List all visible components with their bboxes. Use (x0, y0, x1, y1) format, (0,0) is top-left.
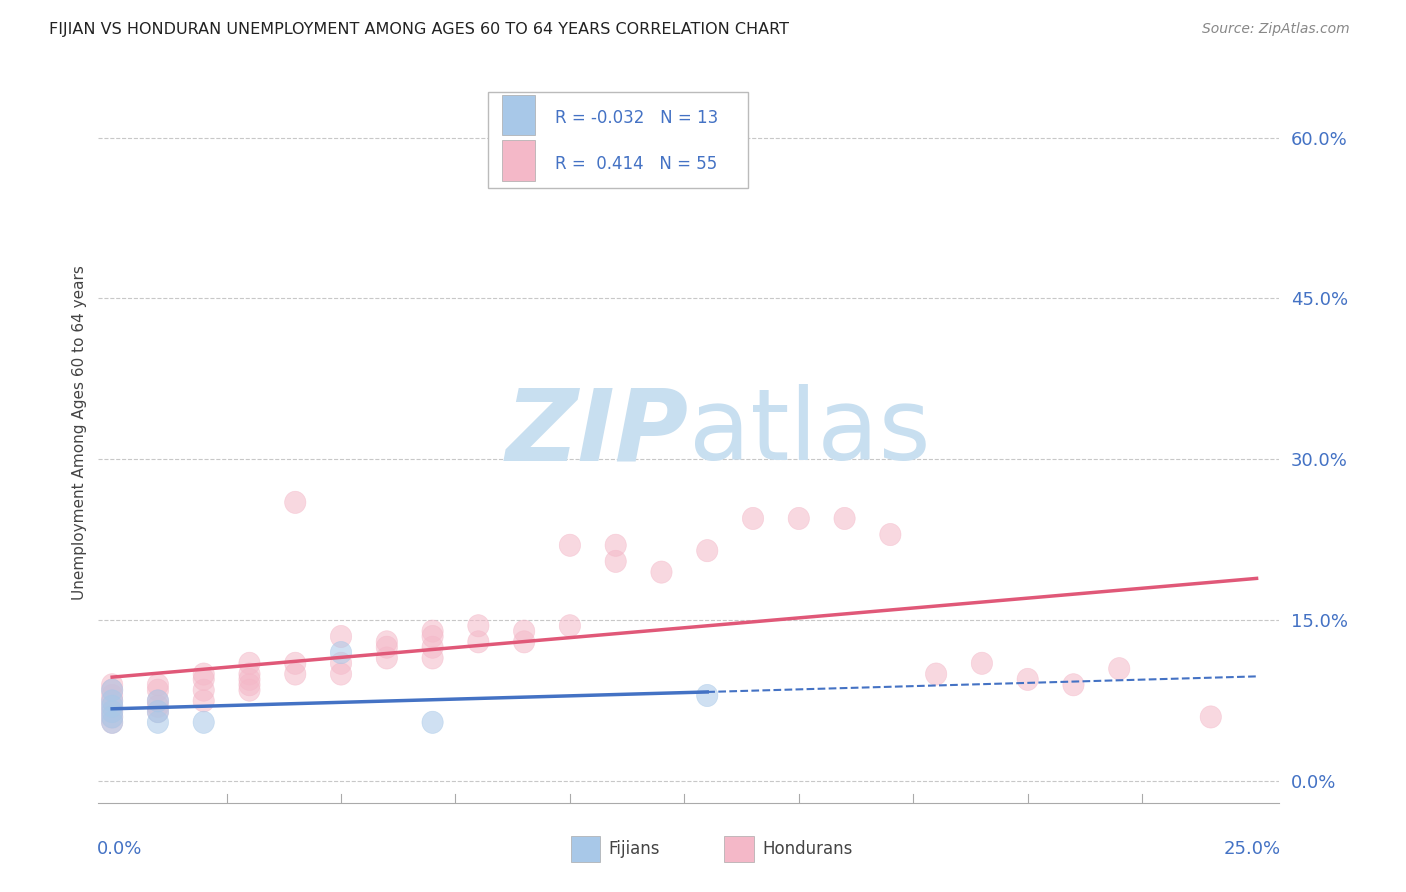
FancyBboxPatch shape (502, 140, 536, 180)
Ellipse shape (513, 631, 534, 653)
Ellipse shape (422, 647, 443, 669)
Ellipse shape (1108, 657, 1130, 680)
Ellipse shape (239, 668, 260, 690)
Ellipse shape (284, 652, 307, 674)
Ellipse shape (422, 711, 443, 733)
Ellipse shape (101, 700, 122, 723)
Ellipse shape (101, 711, 122, 733)
Ellipse shape (148, 673, 169, 696)
Ellipse shape (284, 663, 307, 685)
FancyBboxPatch shape (488, 92, 748, 188)
Ellipse shape (789, 508, 810, 530)
Ellipse shape (468, 615, 489, 637)
Ellipse shape (696, 540, 718, 562)
Ellipse shape (880, 524, 901, 546)
Ellipse shape (925, 663, 946, 685)
Ellipse shape (742, 508, 763, 530)
Ellipse shape (422, 620, 443, 642)
Text: ZIP: ZIP (506, 384, 689, 481)
Ellipse shape (468, 631, 489, 653)
Ellipse shape (651, 561, 672, 583)
Ellipse shape (330, 663, 352, 685)
Ellipse shape (101, 700, 122, 723)
Ellipse shape (330, 625, 352, 648)
Ellipse shape (1063, 673, 1084, 696)
Text: 25.0%: 25.0% (1223, 840, 1281, 858)
Ellipse shape (101, 695, 122, 717)
Ellipse shape (101, 673, 122, 696)
Ellipse shape (101, 695, 122, 717)
Ellipse shape (239, 679, 260, 701)
Ellipse shape (560, 534, 581, 557)
Ellipse shape (193, 668, 214, 690)
Text: Source: ZipAtlas.com: Source: ZipAtlas.com (1202, 22, 1350, 37)
Text: R =  0.414   N = 55: R = 0.414 N = 55 (555, 155, 717, 173)
Ellipse shape (148, 690, 169, 712)
Ellipse shape (193, 679, 214, 701)
Ellipse shape (239, 663, 260, 685)
Ellipse shape (148, 700, 169, 723)
Ellipse shape (834, 508, 855, 530)
Ellipse shape (101, 706, 122, 728)
FancyBboxPatch shape (724, 836, 754, 862)
Text: Fijians: Fijians (609, 840, 661, 858)
Ellipse shape (377, 631, 398, 653)
Ellipse shape (605, 550, 626, 573)
Ellipse shape (239, 652, 260, 674)
Ellipse shape (284, 491, 307, 514)
Ellipse shape (422, 636, 443, 658)
Ellipse shape (148, 690, 169, 712)
Ellipse shape (513, 620, 534, 642)
Ellipse shape (1017, 668, 1038, 690)
Ellipse shape (972, 652, 993, 674)
Ellipse shape (101, 684, 122, 706)
Ellipse shape (330, 641, 352, 664)
Ellipse shape (148, 695, 169, 717)
Ellipse shape (148, 700, 169, 723)
Ellipse shape (422, 625, 443, 648)
Ellipse shape (101, 690, 122, 712)
Text: FIJIAN VS HONDURAN UNEMPLOYMENT AMONG AGES 60 TO 64 YEARS CORRELATION CHART: FIJIAN VS HONDURAN UNEMPLOYMENT AMONG AG… (49, 22, 789, 37)
Ellipse shape (560, 615, 581, 637)
Ellipse shape (101, 711, 122, 733)
Ellipse shape (377, 647, 398, 669)
Ellipse shape (377, 636, 398, 658)
Text: Hondurans: Hondurans (762, 840, 852, 858)
Ellipse shape (696, 684, 718, 706)
Ellipse shape (148, 711, 169, 733)
FancyBboxPatch shape (571, 836, 600, 862)
Ellipse shape (101, 690, 122, 712)
Ellipse shape (330, 652, 352, 674)
Ellipse shape (193, 690, 214, 712)
Text: atlas: atlas (689, 384, 931, 481)
Ellipse shape (605, 534, 626, 557)
Ellipse shape (101, 679, 122, 701)
Ellipse shape (239, 673, 260, 696)
Ellipse shape (193, 663, 214, 685)
Ellipse shape (101, 706, 122, 728)
FancyBboxPatch shape (502, 95, 536, 136)
Ellipse shape (148, 679, 169, 701)
Ellipse shape (101, 679, 122, 701)
Ellipse shape (193, 711, 214, 733)
Y-axis label: Unemployment Among Ages 60 to 64 years: Unemployment Among Ages 60 to 64 years (72, 265, 87, 600)
Ellipse shape (1201, 706, 1222, 728)
Text: R = -0.032   N = 13: R = -0.032 N = 13 (555, 109, 718, 127)
Text: 0.0%: 0.0% (97, 840, 142, 858)
